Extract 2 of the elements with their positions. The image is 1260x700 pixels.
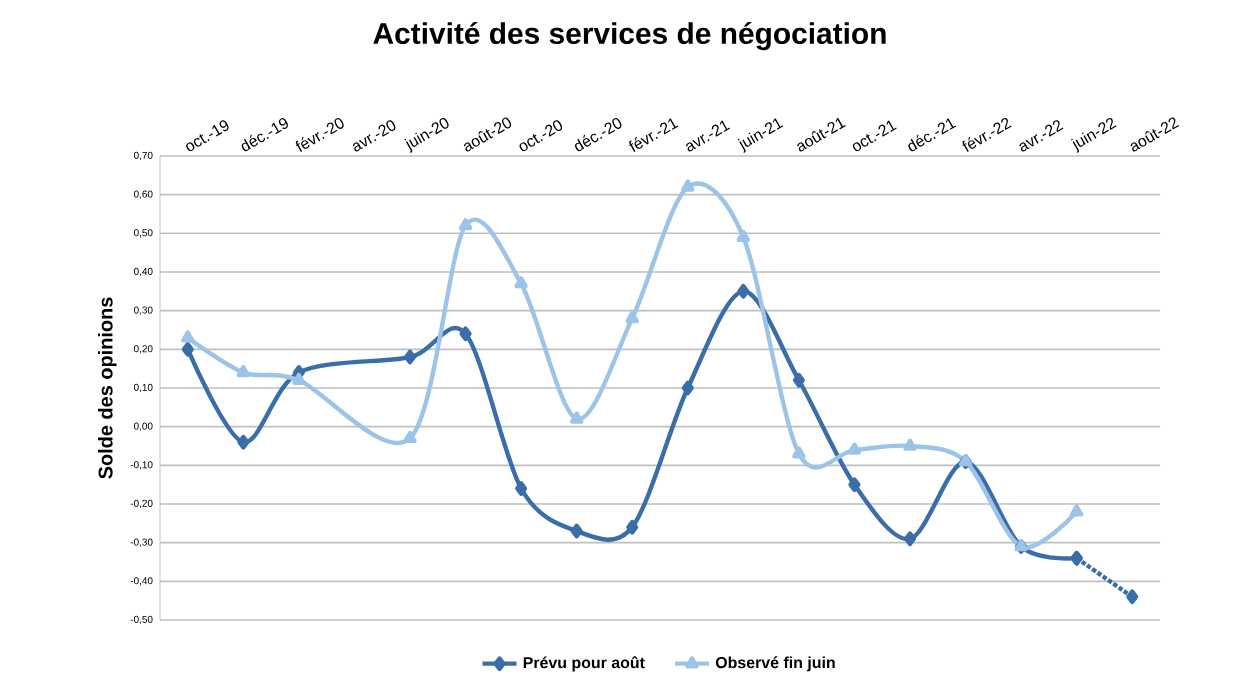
y-axis-title: Solde des opinions [98,297,117,479]
chart-title: Activité des services de négociation [373,21,886,51]
